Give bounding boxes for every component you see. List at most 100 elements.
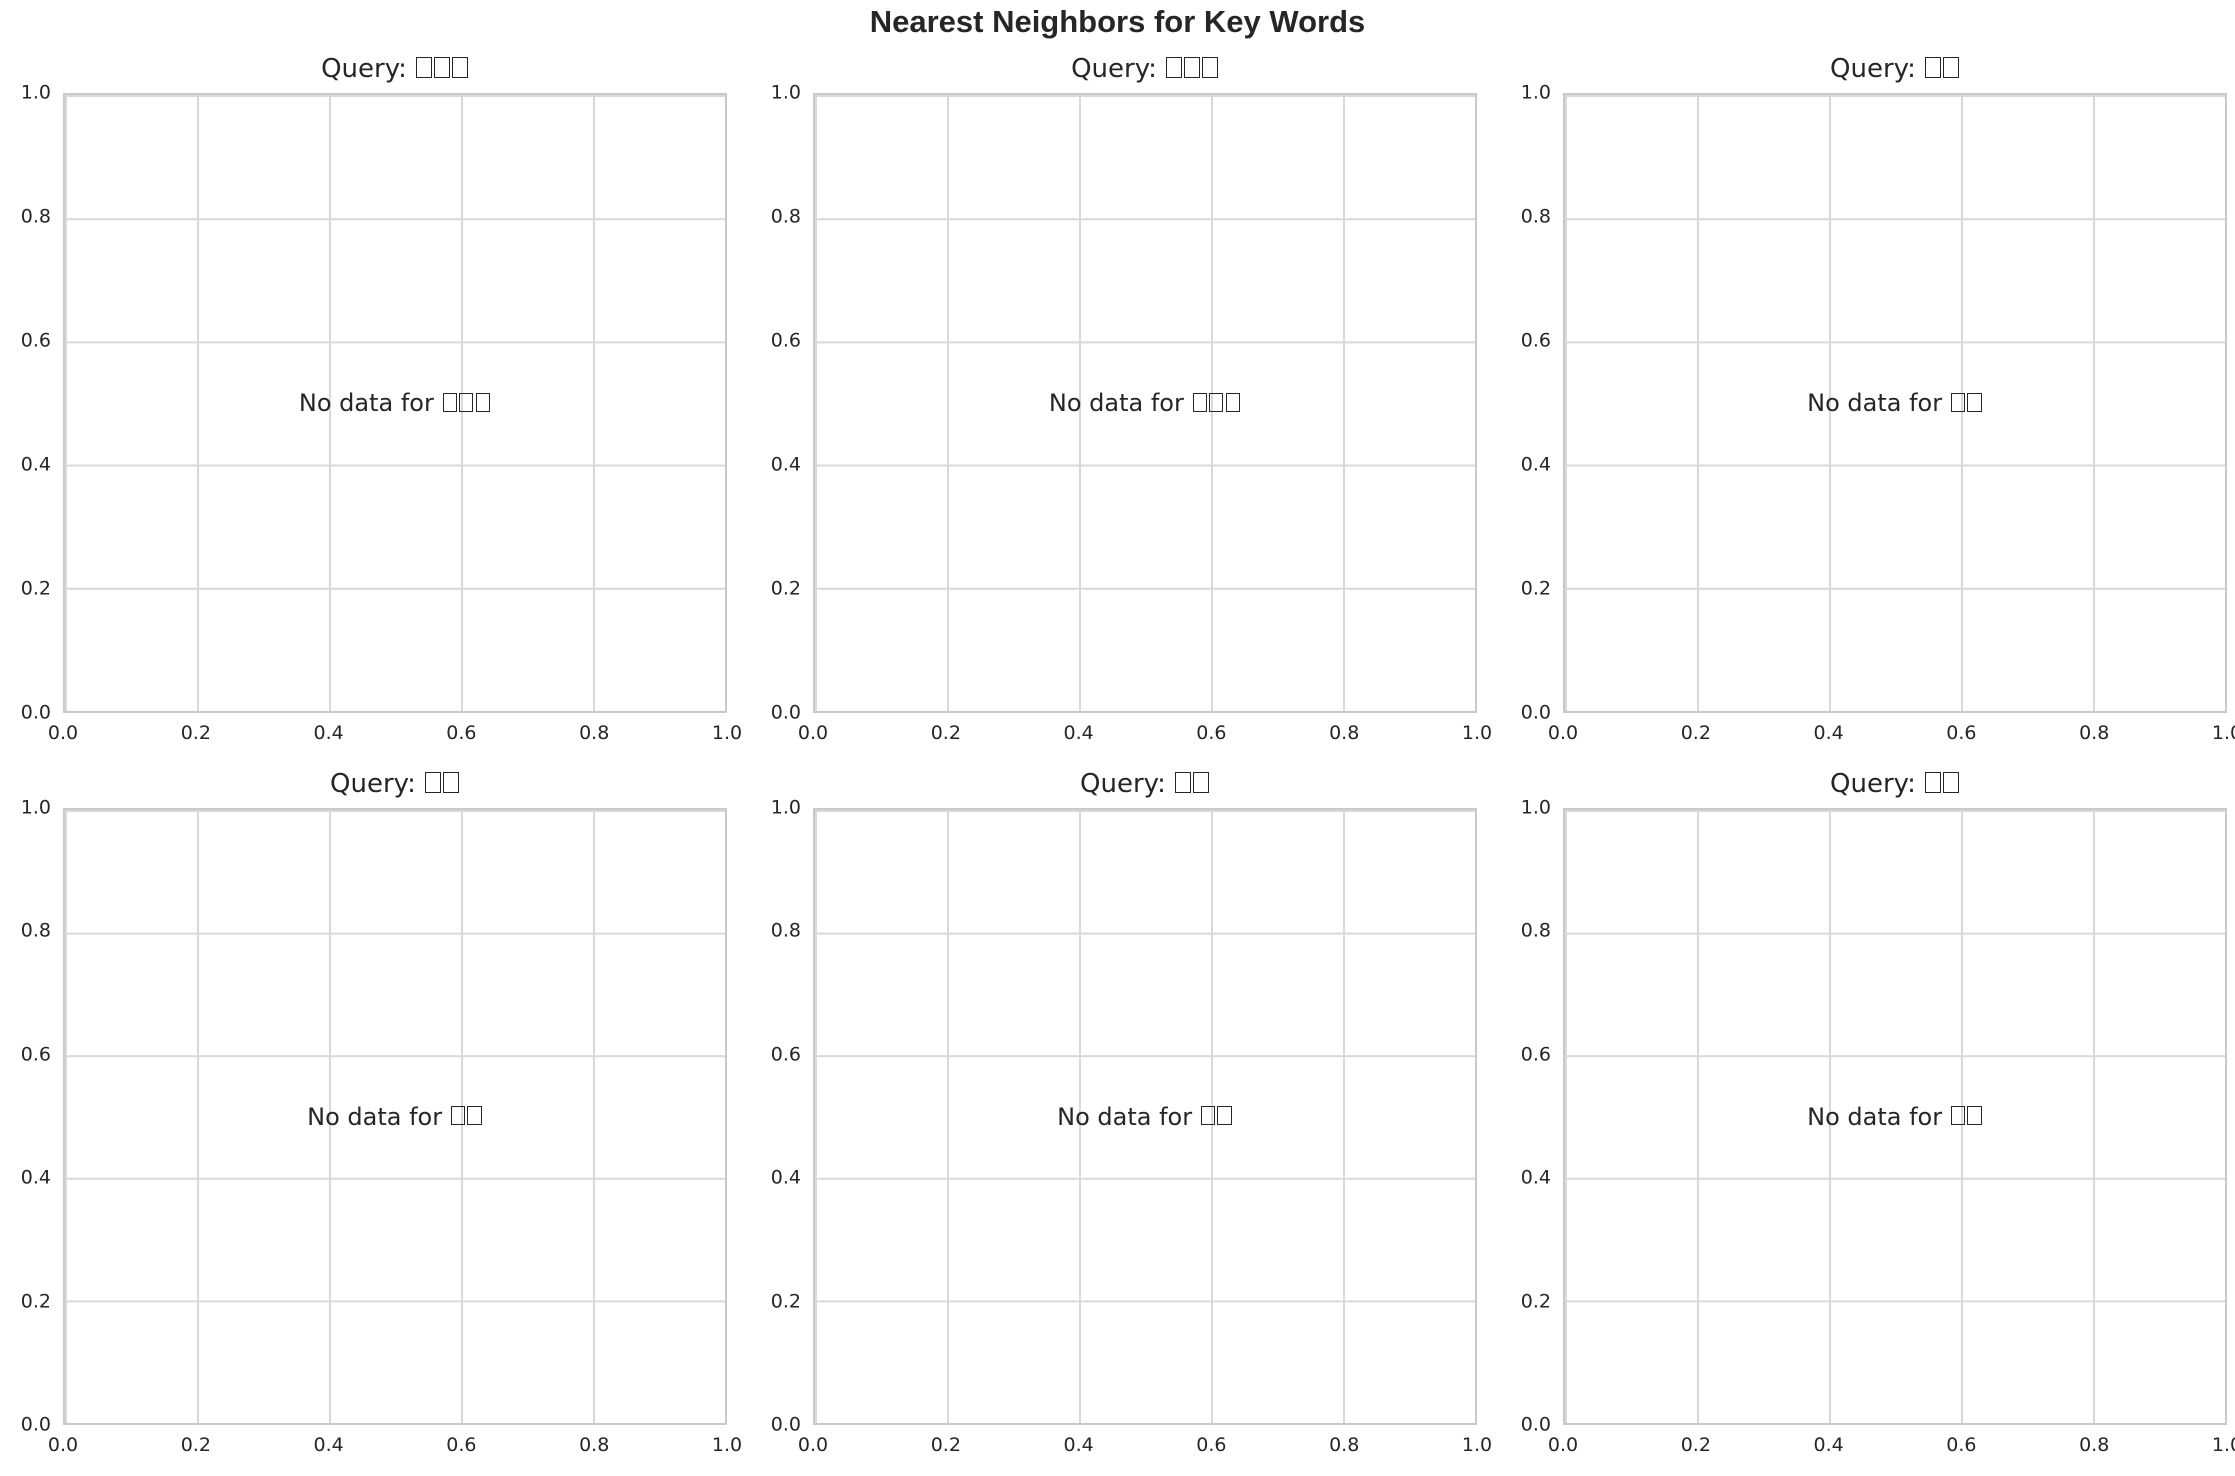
subplot-title: Query: <box>63 54 727 84</box>
no-data-label: No data for <box>1057 1103 1233 1131</box>
x-tick-label: 0.0 <box>47 722 79 744</box>
y-tick-label: 0.0 <box>770 1413 801 1436</box>
y-tick-label: 0.4 <box>1520 453 1551 476</box>
x-tick-label: 0.6 <box>446 1434 477 1456</box>
x-tick-label: 0.4 <box>1813 722 1844 744</box>
y-tick-label: 0.6 <box>770 1043 801 1066</box>
no-data-label: No data for <box>299 389 491 417</box>
y-tick-label: 1.0 <box>20 81 51 104</box>
x-tick-label: 0.0 <box>47 1434 79 1456</box>
missing-glyph-box <box>434 56 450 78</box>
y-tick-label: 0.2 <box>770 1290 801 1313</box>
x-tick-label: 0.6 <box>1196 1434 1227 1456</box>
y-tick-label: 0.4 <box>1520 1166 1551 1189</box>
plot-area: No data for <box>813 808 1477 1425</box>
no-data-label: No data for <box>1807 1103 1983 1131</box>
missing-glyph-box <box>1967 1106 1982 1126</box>
x-tick-label: 0.2 <box>180 1434 211 1456</box>
missing-glyph-box <box>452 56 468 78</box>
y-tick-label: 0.2 <box>770 577 801 600</box>
x-tick-label: 0.2 <box>180 722 211 744</box>
x-tick-label: 1.0 <box>1461 722 1493 744</box>
y-tick-label: 0.4 <box>20 1166 51 1189</box>
y-tick-label: 0.8 <box>20 919 51 942</box>
subplot-title: Query: <box>813 54 1477 84</box>
no-data-label: No data for <box>307 1103 483 1131</box>
x-tick-label: 0.2 <box>1680 722 1711 744</box>
missing-glyph-box <box>1175 771 1191 793</box>
missing-glyph-box <box>1925 56 1941 78</box>
x-tick-label: 0.8 <box>579 722 610 744</box>
y-tick-label: 0.8 <box>770 919 801 942</box>
x-tick-label: 0.8 <box>2079 1434 2110 1456</box>
x-tick-label: 0.0 <box>1547 1434 1579 1456</box>
x-tick-label: 1.0 <box>2211 722 2235 744</box>
subplot-3: Query: No data for 1.0 0.8 0.6 0.4 0.2 0… <box>1521 54 2235 743</box>
missing-glyph-box <box>1202 56 1218 78</box>
y-tick-label: 0.0 <box>1520 1413 1551 1436</box>
x-tick-label: 0.6 <box>446 722 477 744</box>
missing-glyph-box <box>459 392 474 412</box>
x-tick-label: 1.0 <box>1461 1434 1493 1456</box>
missing-glyph-box <box>1193 771 1209 793</box>
x-tick-label: 1.0 <box>711 1434 743 1456</box>
y-tick-label: 0.6 <box>770 329 801 352</box>
missing-glyph-box <box>442 392 457 412</box>
y-tick-label: 0.0 <box>1520 701 1551 724</box>
x-tick-label: 0.4 <box>313 1434 344 1456</box>
x-tick-label: 0.6 <box>1946 1434 1977 1456</box>
x-tick-label: 0.8 <box>1329 1434 1360 1456</box>
missing-glyph-box <box>1943 56 1959 78</box>
subplot-title: Query: <box>1563 769 2227 799</box>
y-tick-label: 0.6 <box>1520 329 1551 352</box>
x-tick-label: 0.0 <box>797 1434 829 1456</box>
plot-area: No data for <box>1563 808 2227 1425</box>
y-tick-label: 1.0 <box>1520 796 1551 819</box>
y-tick-label: 0.6 <box>20 1043 51 1066</box>
missing-glyph-box <box>475 392 491 412</box>
y-tick-label: 0.4 <box>770 1166 801 1189</box>
x-tick-label: 0.8 <box>579 1434 610 1456</box>
x-tick-label: 0.0 <box>797 722 829 744</box>
y-tick-label: 0.4 <box>770 453 801 476</box>
missing-glyph-box <box>1225 392 1241 412</box>
missing-glyph-box <box>1166 56 1182 78</box>
subplot-2: Query: No data for 1.0 0.8 0.6 0.4 0.2 0… <box>771 54 1492 743</box>
subplot-4: Query: No data for 1.0 0.8 0.6 0.4 0.2 0… <box>21 769 742 1455</box>
x-tick-label: 0.4 <box>313 722 344 744</box>
y-tick-label: 0.2 <box>20 577 51 600</box>
missing-glyph-box <box>1950 1106 1966 1126</box>
y-tick-label: 1.0 <box>1520 81 1551 104</box>
figure-title: Nearest Neighbors for Key Words <box>869 4 1366 39</box>
missing-glyph-box <box>1925 771 1941 793</box>
x-tick-label: 0.0 <box>1547 722 1579 744</box>
plot-area: No data for <box>1563 93 2227 713</box>
x-tick-label: 0.8 <box>1329 722 1360 744</box>
y-tick-label: 0.2 <box>20 1290 51 1313</box>
subplot-5: Query: No data for 1.0 0.8 0.6 0.4 0.2 0… <box>771 769 1492 1455</box>
missing-glyph-box <box>450 1106 466 1126</box>
x-tick-label: 1.0 <box>2211 1434 2235 1456</box>
x-tick-label: 0.4 <box>1813 1434 1844 1456</box>
y-tick-label: 0.6 <box>20 329 51 352</box>
y-tick-label: 0.2 <box>1520 577 1551 600</box>
missing-glyph-box <box>1209 392 1224 412</box>
missing-glyph-box <box>443 771 459 793</box>
y-tick-label: 0.8 <box>1520 205 1551 228</box>
missing-glyph-box <box>425 771 441 793</box>
y-tick-label: 0.0 <box>20 1413 51 1436</box>
x-tick-label: 0.4 <box>1063 722 1094 744</box>
y-tick-label: 0.6 <box>1520 1043 1551 1066</box>
y-tick-label: 1.0 <box>20 796 51 819</box>
y-tick-label: 0.8 <box>20 205 51 228</box>
missing-glyph-box <box>1950 392 1966 412</box>
x-tick-label: 1.0 <box>711 722 743 744</box>
missing-glyph-box <box>1217 1106 1232 1126</box>
x-tick-label: 0.4 <box>1063 1434 1094 1456</box>
y-tick-label: 0.0 <box>770 701 801 724</box>
subplot-title: Query: <box>63 769 727 799</box>
x-tick-label: 0.2 <box>1680 1434 1711 1456</box>
subplot-title: Query: <box>1563 54 2227 84</box>
y-tick-label: 0.8 <box>1520 919 1551 942</box>
